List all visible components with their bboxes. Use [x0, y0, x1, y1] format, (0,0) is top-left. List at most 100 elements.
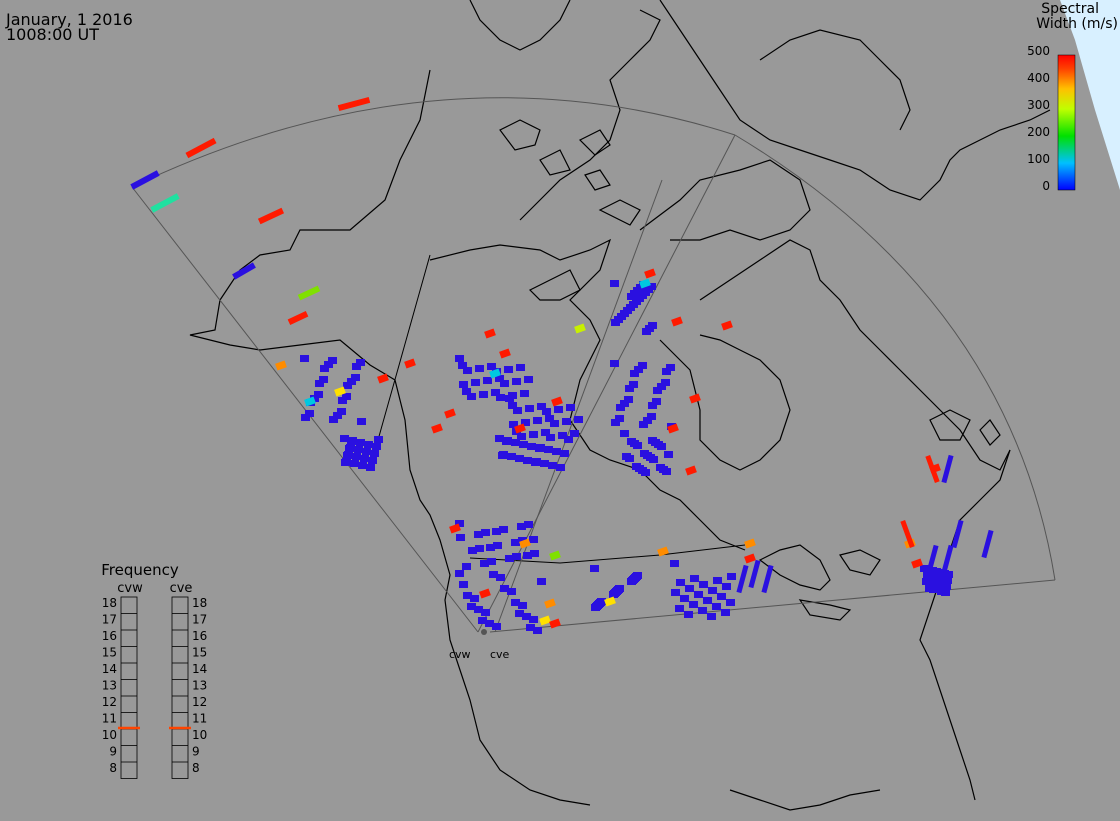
scatter-cell — [481, 609, 490, 616]
scatter-cell — [519, 538, 531, 549]
scatter-cell — [574, 416, 583, 423]
scatter-cell — [537, 403, 546, 410]
scatter-cell — [667, 423, 679, 434]
scatter-cell — [297, 285, 321, 301]
scatter-cell — [664, 451, 673, 458]
scatter-cell — [925, 454, 940, 484]
scatter-cell — [511, 439, 520, 446]
scatter-cell — [671, 589, 680, 596]
scatter-cell — [492, 623, 501, 630]
scatter-cell — [657, 546, 669, 557]
scatter-cell — [404, 358, 416, 369]
scatter-cell — [694, 591, 703, 598]
scatter-cell — [374, 436, 383, 443]
scatter-cell — [523, 457, 532, 464]
scatter-cell — [468, 547, 477, 554]
scatter-cell — [533, 627, 542, 634]
colorbar-tick: 500 — [1027, 44, 1050, 58]
scatter-cell — [459, 381, 468, 388]
coastlines — [189, 0, 1051, 811]
scatter-cell — [517, 523, 526, 530]
scatter-cell — [455, 355, 464, 362]
scatter-cell — [495, 375, 504, 382]
scatter-cell — [526, 624, 535, 631]
scatter-cell — [639, 278, 651, 289]
scatter-cell — [633, 572, 642, 579]
scatter-cell — [507, 588, 516, 595]
scatter-cell — [556, 464, 565, 471]
frequency-level-label: 8 — [192, 761, 200, 775]
scatter-cell — [338, 397, 347, 404]
scatter-cell — [938, 582, 947, 589]
scatter-cell — [611, 319, 620, 326]
frequency-level-label: 16 — [102, 629, 117, 643]
scatter-cell — [300, 355, 309, 362]
scatter-cell — [334, 386, 346, 397]
scatter-cell — [722, 583, 731, 590]
scatter-cell — [301, 414, 310, 421]
scatter-cell — [471, 379, 480, 386]
scatter-cell — [726, 599, 735, 606]
frequency-box — [171, 596, 189, 779]
date-label: January, 1 2016 — [6, 10, 133, 29]
frequency-level-label: 9 — [192, 745, 200, 759]
scatter-cell — [744, 553, 756, 564]
scatter-cell — [544, 598, 556, 609]
scatter-cell — [328, 357, 337, 364]
scatter-cell — [354, 446, 363, 453]
scatter-cell — [552, 448, 561, 455]
scatter-cell — [535, 445, 544, 452]
scatter-cell — [566, 404, 575, 411]
scatter-cell — [352, 363, 361, 370]
scatter-cell — [748, 559, 761, 589]
scatter-cell — [350, 460, 359, 467]
scatter-cell — [320, 365, 329, 372]
scatter-cell — [642, 328, 651, 335]
scatter-cell — [615, 415, 624, 422]
scatter-cell — [657, 383, 666, 390]
scatter-cell — [634, 366, 643, 373]
colorbar-title-line1: Spectral — [1041, 1, 1099, 17]
scatter-cell — [356, 439, 365, 446]
scatter-cell — [564, 436, 573, 443]
scatter-cell — [467, 393, 476, 400]
frequency-level-label: 17 — [102, 613, 117, 627]
scatter-cell — [518, 537, 527, 544]
scatter-cell — [951, 519, 964, 549]
scatter-cell — [548, 462, 557, 469]
scatter-cell — [533, 417, 542, 424]
radar-site-label-cve: cve — [490, 648, 510, 661]
scatter-cell — [486, 544, 495, 551]
scatter-cell — [604, 596, 616, 607]
scatter-cell — [981, 529, 994, 559]
scatter-cell — [470, 595, 479, 602]
scatter-cell — [358, 462, 367, 469]
frequency-level-label: 17 — [192, 613, 207, 627]
frequency-level-label: 18 — [192, 596, 207, 610]
scatter-cell — [150, 193, 180, 213]
scatter-cell — [511, 599, 520, 606]
scatter-cell — [525, 405, 534, 412]
scatter-cell — [511, 539, 520, 546]
scatter-cell — [653, 387, 662, 394]
scatter-cell — [629, 381, 638, 388]
scatter-cell — [343, 452, 352, 459]
scatter-cell — [620, 400, 629, 407]
scatter-cell — [518, 602, 527, 609]
scatter-cell — [315, 380, 324, 387]
scatter-cell — [370, 450, 379, 457]
scatter-cell — [558, 432, 567, 439]
scatter-cell — [590, 565, 599, 572]
frequency-level-label: 11 — [192, 712, 207, 726]
scatter-cell — [333, 412, 342, 419]
frequency-level-label: 16 — [192, 629, 207, 643]
scatter-cell — [304, 396, 316, 407]
scatter-cell — [721, 320, 733, 331]
scatter-cell — [616, 404, 625, 411]
scatter-cell — [512, 378, 521, 385]
scatter-cell — [360, 455, 369, 462]
frequency-box — [120, 596, 138, 779]
scatter-cell — [515, 610, 524, 617]
scatter-cell — [610, 280, 619, 287]
scatter-cell — [455, 570, 464, 577]
